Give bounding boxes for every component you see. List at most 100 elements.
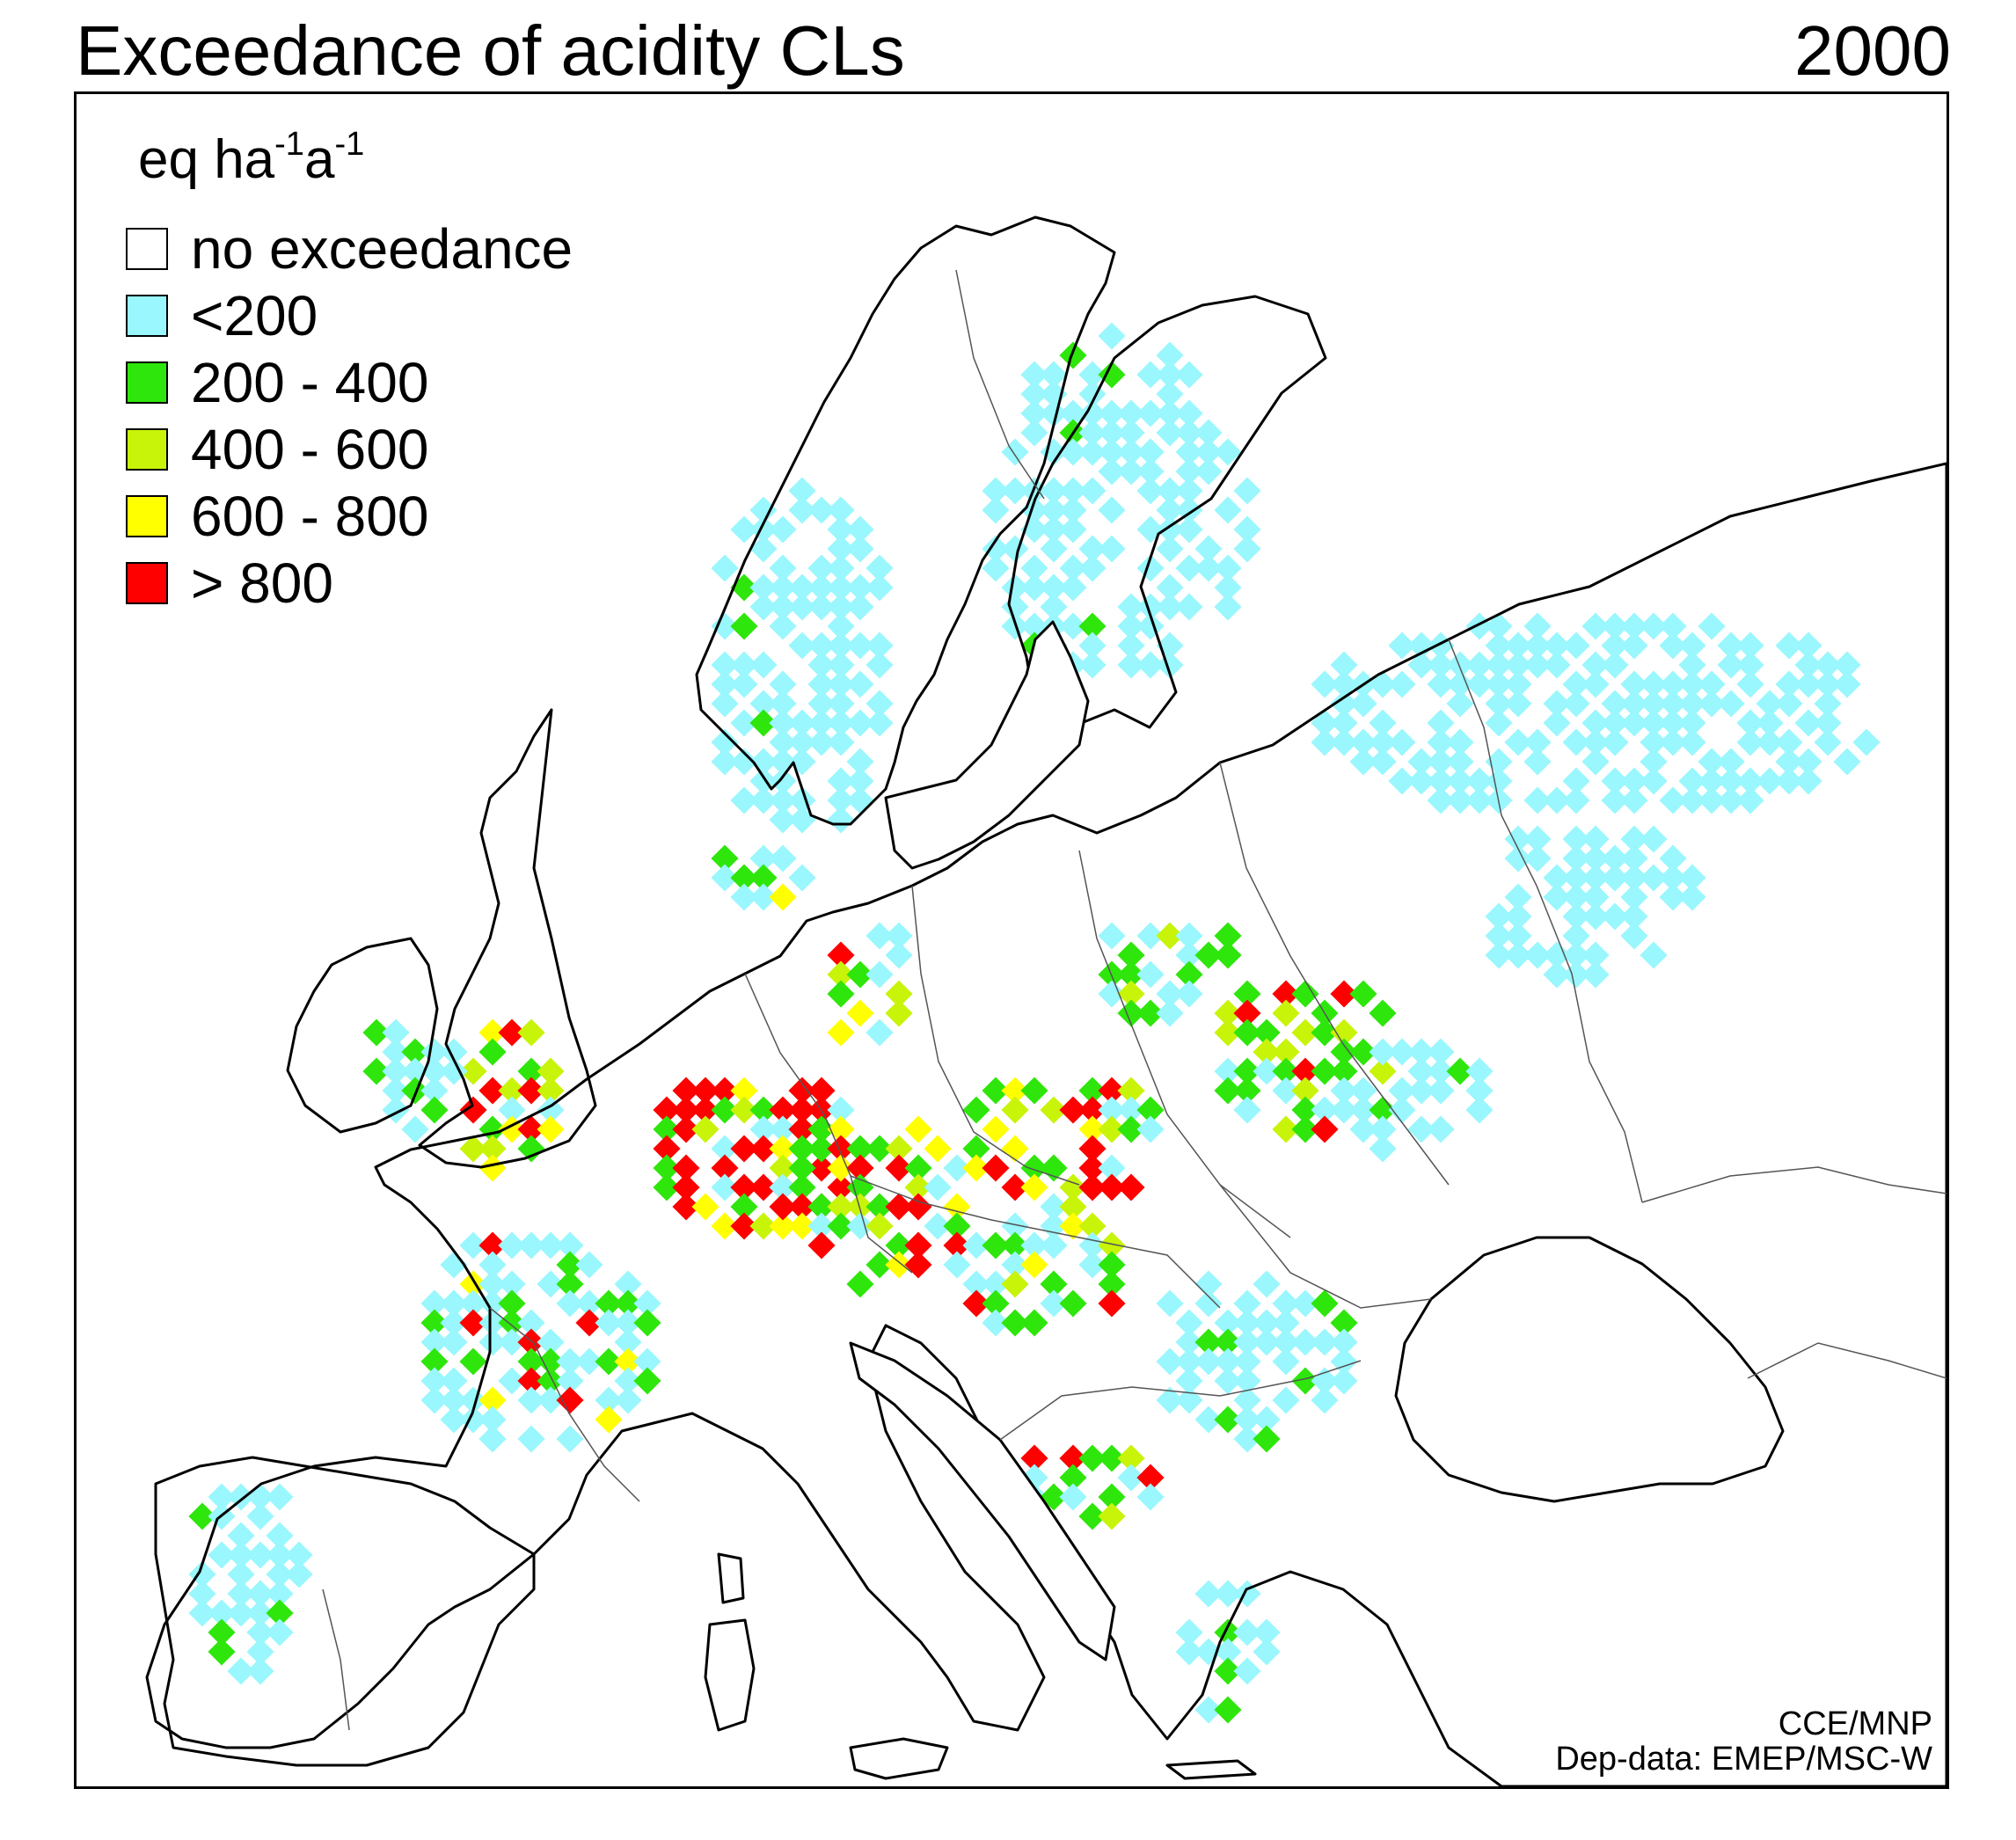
exceedance-cell xyxy=(478,1038,507,1066)
exceedance-cell xyxy=(1175,399,1203,427)
exceedance-cell xyxy=(1059,1483,1087,1511)
exceedance-cell xyxy=(1794,767,1822,795)
exceedance-cell xyxy=(1214,1347,1242,1376)
exceedance-cell xyxy=(827,728,855,756)
exceedance-cell xyxy=(1311,1096,1339,1124)
exceedance-cell xyxy=(420,1367,449,1395)
exceedance-cell xyxy=(1117,1115,1145,1143)
exceedance-cell xyxy=(1194,457,1223,486)
exceedance-cell xyxy=(1156,361,1184,389)
exceedance-cell xyxy=(769,515,797,544)
exceedance-cell xyxy=(266,1483,294,1511)
map-frame: eq ha-1a-1 no exceedance <200 200 - 400 … xyxy=(74,91,1949,1789)
exceedance-cell xyxy=(1040,1154,1068,1182)
exceedance-cell xyxy=(1001,1270,1029,1298)
exceedance-cell xyxy=(1156,1347,1184,1376)
exceedance-cell xyxy=(904,1251,932,1279)
exceedance-cell xyxy=(1233,999,1261,1027)
border-4 xyxy=(1219,762,1450,1186)
exceedance-cell xyxy=(1794,709,1822,737)
exceedance-cell xyxy=(1040,399,1068,427)
exceedance-cell xyxy=(1814,690,1842,718)
exceedance-cell xyxy=(1078,1115,1107,1143)
exceedance-cell xyxy=(982,1289,1010,1318)
exceedance-cell xyxy=(517,1425,545,1453)
exceedance-cell xyxy=(1311,1057,1339,1085)
exceedance-cell xyxy=(1620,922,1648,950)
exceedance-cell xyxy=(1020,1231,1048,1260)
exceedance-cell xyxy=(595,1406,623,1434)
legend-item-200-400: 200 - 400 xyxy=(126,349,573,416)
legend-item-no-exceedance: no exceedance xyxy=(126,215,573,282)
exceedance-cell xyxy=(1001,1309,1029,1337)
exceedance-cell xyxy=(1098,535,1126,563)
exceedance-cell xyxy=(1175,1309,1203,1337)
exceedance-cell xyxy=(1407,1038,1435,1066)
exceedance-cell xyxy=(1098,1115,1126,1143)
coastline-corsica xyxy=(717,1552,745,1604)
exceedance-cell xyxy=(711,554,739,582)
exceedance-cell xyxy=(1098,361,1126,389)
exceedance-cell xyxy=(1117,1077,1145,1105)
exceedance-cell xyxy=(1001,1135,1029,1163)
exceedance-cell xyxy=(420,1096,449,1124)
exceedance-cell xyxy=(866,1212,894,1240)
exceedance-cell xyxy=(382,1096,410,1124)
border-11 xyxy=(955,269,1045,500)
exceedance-cell xyxy=(1814,651,1842,679)
exceedance-cell xyxy=(614,1386,642,1414)
exceedance-cell xyxy=(982,1115,1010,1143)
exceedance-cell xyxy=(478,1425,507,1453)
border-6 xyxy=(850,1175,1221,1309)
exceedance-cell xyxy=(382,1019,410,1047)
exceedance-cell xyxy=(1117,1444,1145,1472)
coastline-scandinavia xyxy=(695,215,1116,826)
exceedance-cell xyxy=(769,612,797,640)
exceedance-cell xyxy=(1098,1173,1126,1201)
exceedance-cell xyxy=(1001,1212,1029,1240)
exceedance-cell xyxy=(807,1231,836,1260)
exceedance-cell xyxy=(1349,1096,1377,1124)
exceedance-cell xyxy=(1698,612,1726,640)
exceedance-cell xyxy=(1446,690,1474,718)
exceedance-cell xyxy=(1214,593,1242,621)
exceedance-cell xyxy=(1233,1096,1261,1124)
exceedance-cell xyxy=(556,1386,584,1414)
exceedance-cell xyxy=(1233,1347,1261,1376)
exceedance-cell xyxy=(1311,1328,1339,1356)
exceedance-cell xyxy=(1020,399,1048,427)
exceedance-cell xyxy=(982,1231,1010,1260)
exceedance-cell xyxy=(1098,1077,1126,1105)
exceedance-cell xyxy=(1020,1173,1048,1201)
exceedance-cell xyxy=(208,1638,236,1666)
exceedance-cell xyxy=(1214,1309,1242,1337)
exceedance-cell xyxy=(1020,361,1048,389)
border-7 xyxy=(999,1360,1362,1441)
exceedance-cell xyxy=(1427,1115,1455,1143)
exceedance-cell xyxy=(1640,767,1668,795)
exceedance-cell xyxy=(1078,651,1107,679)
exceedance-cell xyxy=(1291,1077,1319,1105)
exceedance-cell xyxy=(1427,1038,1455,1066)
exceedance-cell xyxy=(1465,1096,1494,1124)
exceedance-cell xyxy=(1214,1580,1242,1608)
exceedance-cell xyxy=(1794,748,1822,776)
exceedance-cell xyxy=(1059,1464,1087,1492)
exceedance-cell xyxy=(1253,1638,1281,1666)
exceedance-cell xyxy=(1291,1096,1319,1124)
exceedance-cell xyxy=(1078,1173,1107,1201)
exceedance-cell xyxy=(1272,1328,1300,1356)
exceedance-cell xyxy=(1078,361,1107,389)
exceedance-cell xyxy=(1098,1483,1126,1511)
exceedance-cell xyxy=(1136,438,1165,466)
exceedance-cell xyxy=(382,1038,410,1066)
exceedance-cell xyxy=(246,1657,274,1685)
exceedance-cell xyxy=(1233,1328,1261,1356)
exceedance-cell xyxy=(1156,1289,1184,1318)
exceedance-cell xyxy=(1311,1115,1339,1143)
exceedance-cell xyxy=(943,1251,971,1279)
exceedance-cell xyxy=(1098,1502,1126,1530)
exceedance-cell xyxy=(420,1347,449,1376)
exceedance-cell xyxy=(885,941,913,969)
exceedance-cell xyxy=(1098,922,1126,950)
